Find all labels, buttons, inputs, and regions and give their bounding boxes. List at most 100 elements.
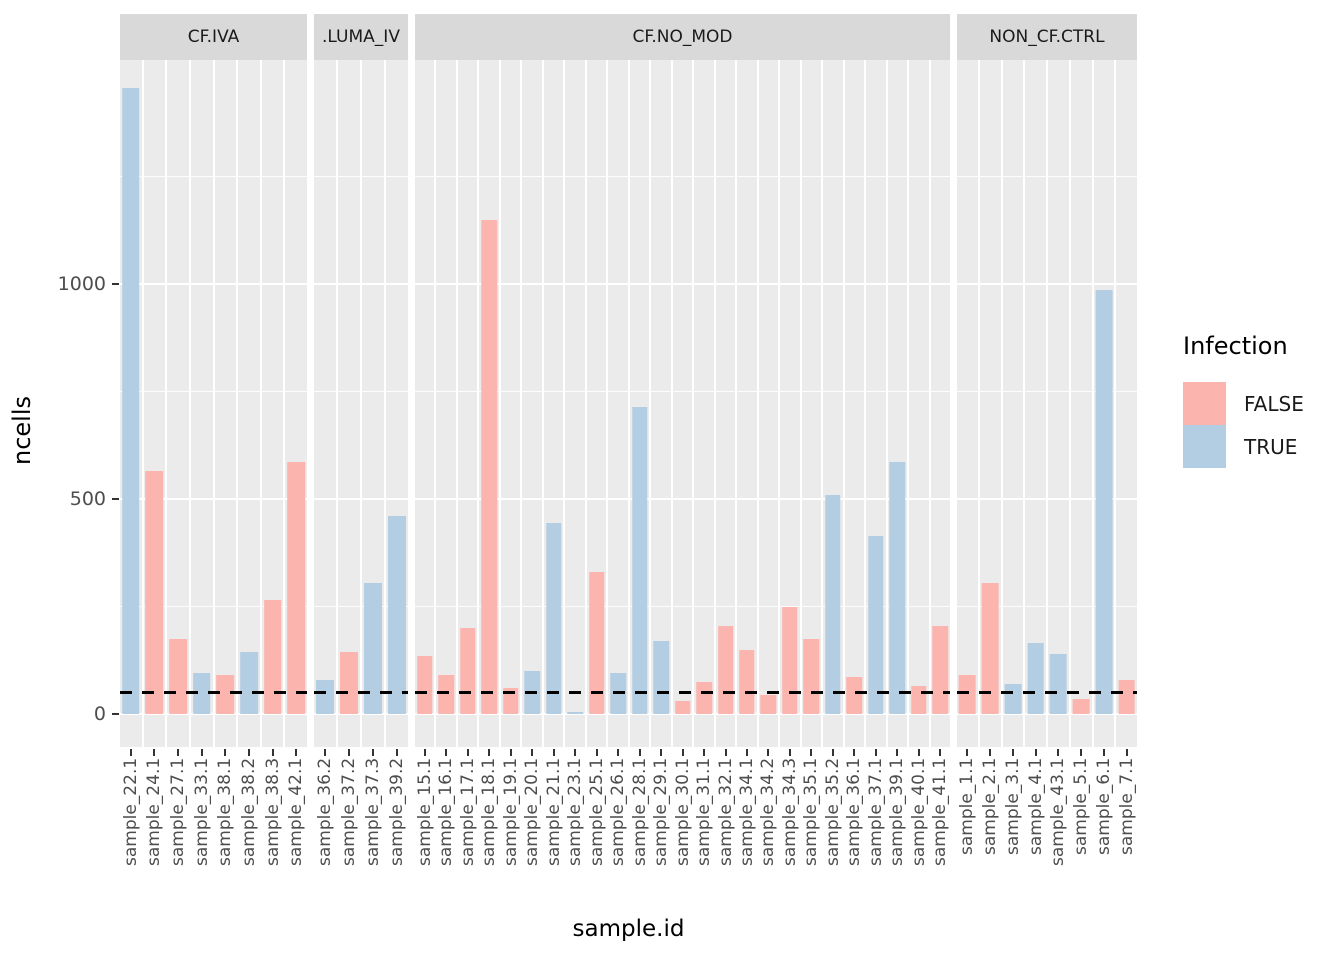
bar-sample_43.1	[1050, 653, 1067, 714]
y-tick-mark	[112, 283, 119, 285]
bar-sample_30.1	[674, 701, 691, 714]
bar-slot: sample_23.1	[563, 60, 585, 866]
y-tick-mark	[112, 498, 119, 500]
bar-slot: sample_42.1	[283, 60, 307, 866]
legend-title: Infection	[1183, 332, 1288, 360]
bar-sample_35.1	[803, 638, 820, 714]
gridline-minor	[415, 390, 950, 392]
x-tick-mark	[853, 749, 856, 756]
x-tick-label: sample_2.1	[980, 758, 1001, 856]
x-tick-label: sample_31.1	[694, 758, 715, 867]
bar-slot: sample_27.1	[165, 60, 189, 866]
bar-slots: sample_15.1 sample_16.1 sample_17.1 sample_…	[415, 60, 950, 866]
x-tick-label: sample_23.1	[565, 758, 586, 867]
x-tick-mark	[224, 749, 227, 756]
plot-area: CF.IVA sample_22.1 sample_24.1 sample_27.1 s…	[120, 14, 1137, 866]
bar-slot: sample_35.2	[821, 60, 843, 866]
x-tick-label: sample_4.1	[1025, 758, 1046, 856]
bar-slot: sample_24.1	[141, 60, 166, 866]
x-tick-mark	[423, 749, 426, 756]
facet-panel: sample_1.1 sample_2.1 sample_3.1 sample_4.1…	[957, 60, 1137, 866]
bar-sample_15.1	[416, 655, 433, 714]
x-tick-label: sample_34.2	[758, 758, 779, 867]
bar-slot: sample_37.3	[360, 60, 384, 866]
legend-item-true: TRUE	[1183, 425, 1338, 468]
x-tick-mark	[552, 749, 555, 756]
bar-sample_34.3	[782, 606, 798, 714]
bar-sample_33.1	[192, 673, 211, 714]
x-tick-label: sample_1.1	[957, 758, 978, 856]
x-tick-label: sample_21.1	[543, 758, 564, 867]
y-tick-mark	[112, 713, 119, 715]
x-tick-label: sample_34.1	[737, 758, 757, 867]
bar-slot: sample_16.1	[434, 60, 456, 866]
bar-slot: sample_4.1	[1023, 60, 1046, 855]
bar-slot: sample_22.1	[120, 60, 142, 866]
facet-strip-label: NON_CF.CTRL	[989, 27, 1105, 47]
x-tick-mark	[1034, 749, 1037, 756]
x-tick-mark	[574, 749, 577, 756]
facet-strip: .LUMA_IV	[314, 14, 408, 60]
x-tick-mark	[153, 749, 156, 756]
bar-slot: sample_25.1	[584, 60, 607, 866]
bar-sample_26.1	[610, 673, 626, 714]
bar-slot: sample_34.3	[778, 60, 800, 866]
x-tick-mark	[939, 749, 942, 756]
bar-slot: sample_5.1	[1068, 60, 1092, 855]
bar-slot: sample_43.1	[1046, 60, 1069, 866]
bar-sample_37.1	[868, 535, 884, 714]
bar-sample_21.1	[545, 522, 562, 714]
x-tick-mark	[638, 749, 641, 756]
threshold-dashed-line	[957, 690, 1137, 694]
x-tick-label: sample_40.1	[908, 758, 929, 867]
bar-sample_16.1	[438, 675, 454, 714]
bar-sample_38.2	[240, 651, 258, 714]
legend-swatch-false	[1183, 382, 1226, 425]
bar-sample_39.1	[889, 462, 906, 714]
x-axis-title: sample.id	[572, 916, 685, 942]
bar-slot: sample_21.1	[541, 60, 564, 866]
x-tick-mark	[896, 749, 899, 756]
x-tick-label: sample_27.1	[168, 758, 189, 867]
x-tick-mark	[531, 749, 534, 756]
bar-slot: sample_39.1	[885, 60, 907, 866]
bar-slot: sample_37.1	[864, 60, 886, 866]
bar-sample_35.2	[825, 494, 841, 714]
x-tick-label: sample_36.2	[315, 758, 335, 867]
bar-slot: sample_19.1	[498, 60, 521, 866]
facet-.LUMA_IV: .LUMA_IV sample_36.2 sample_37.2 sample_37.…	[314, 14, 408, 866]
bar-sample_34.1	[739, 649, 755, 714]
x-tick-label: sample_38.2	[238, 758, 259, 867]
bar-sample_18.1	[481, 219, 497, 714]
bar-sample_29.1	[653, 640, 669, 714]
facet-panel: sample_15.1 sample_16.1 sample_17.1 sample_…	[415, 60, 950, 866]
bar-slot: sample_39.2	[384, 60, 408, 866]
bar-slots: sample_22.1 sample_24.1 sample_27.1 sample_…	[120, 60, 307, 866]
bar-sample_42.1	[287, 462, 305, 714]
facet-strip-label: .LUMA_IV	[322, 27, 400, 47]
bar-sample_32.1	[717, 625, 734, 714]
bar-slot: sample_26.1	[606, 60, 628, 866]
bar-slot: sample_7.1	[1114, 60, 1137, 855]
x-tick-mark	[488, 749, 491, 756]
bar-sample_39.2	[388, 516, 406, 714]
facet-strip: CF.NO_MOD	[415, 14, 950, 60]
x-tick-mark	[917, 749, 920, 756]
gridline-minor	[415, 605, 950, 607]
bar-sample_36.2	[316, 679, 334, 714]
x-tick-label: sample_28.1	[629, 758, 650, 867]
bar-slot: sample_37.2	[336, 60, 360, 866]
bar-slot: sample_30.1	[670, 60, 693, 866]
bar-sample_37.3	[364, 582, 382, 714]
bar-slot: sample_28.1	[627, 60, 650, 866]
facet-NON_CF.CTRL: NON_CF.CTRL sample_1.1 sample_2.1 sample_3.…	[957, 14, 1137, 866]
x-tick-mark	[271, 749, 274, 756]
x-tick-mark	[295, 749, 298, 756]
x-tick-mark	[874, 749, 877, 756]
x-tick-mark	[788, 749, 791, 756]
x-tick-mark	[989, 749, 992, 756]
gridline-major	[415, 283, 950, 285]
bar-slot: sample_2.1	[977, 60, 1001, 855]
bar-sample_2.1	[981, 582, 999, 714]
x-tick-mark	[129, 749, 132, 756]
